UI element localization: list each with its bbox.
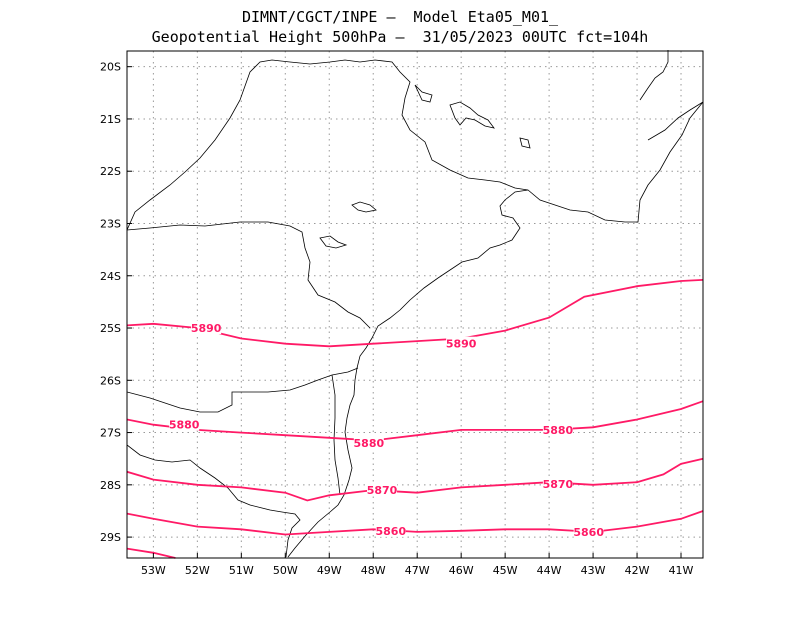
contour-label-bg	[542, 422, 573, 436]
state-border	[126, 367, 359, 413]
map-gridlines	[127, 51, 703, 558]
contour-label-bg	[353, 436, 384, 450]
contour-label: 5890	[191, 322, 222, 335]
contour-label: 5870	[367, 484, 398, 497]
x-tick-label: 44W	[537, 564, 562, 577]
contour-partial	[126, 547, 176, 559]
contour-layer: 5890 5890 5880 5880 5880 5870 5870 5860 5860	[126, 279, 704, 559]
x-tick-label: 51W	[229, 564, 254, 577]
y-tick-label: 25S	[100, 322, 121, 335]
coastline-borders	[126, 50, 704, 558]
contour-5880	[126, 400, 704, 442]
contour-label: 5880	[354, 437, 385, 450]
contour-label-bg	[446, 336, 477, 350]
y-tick-label: 22S	[100, 165, 121, 178]
y-tick-label: 27S	[100, 427, 121, 440]
x-tick-label: 48W	[361, 564, 386, 577]
x-tick-label: 46W	[449, 564, 474, 577]
x-tick-label: 53W	[141, 564, 166, 577]
state-border	[126, 444, 301, 558]
contour-label-bg	[367, 483, 398, 497]
coastline	[287, 101, 704, 558]
y-tick-label: 24S	[100, 270, 121, 283]
lake	[319, 84, 531, 249]
x-tick-label: 41W	[669, 564, 694, 577]
contour-label-bg	[191, 321, 222, 335]
x-tick-label: 50W	[273, 564, 298, 577]
x-tick-label: 42W	[625, 564, 650, 577]
contour-label: 5880	[169, 419, 200, 432]
contour-label-bg	[375, 523, 406, 537]
y-tick-label: 29S	[100, 531, 121, 544]
contour-label-bg	[169, 417, 200, 431]
x-tick-label: 49W	[317, 564, 342, 577]
chart-title-line2: Geopotential Height 500hPa – 31/05/2023 …	[151, 28, 649, 46]
contour-label: 5860	[376, 525, 407, 538]
state-border	[126, 59, 529, 231]
y-axis-ticks: 20S 21S 22S 23S 24S 25S 26S 27S 28S 29S	[100, 61, 132, 544]
y-tick-label: 23S	[100, 217, 121, 230]
x-tick-label: 45W	[493, 564, 518, 577]
x-tick-label: 52W	[185, 564, 210, 577]
state-border	[126, 221, 371, 329]
contour-label-bg	[573, 524, 604, 538]
contour-5860	[126, 510, 704, 536]
x-tick-label: 43W	[581, 564, 606, 577]
state-border	[639, 50, 704, 141]
chart-title-line1: DIMNT/CGCT/INPE – Model Eta05_M01_	[241, 8, 559, 26]
contour-label: 5880	[543, 424, 574, 437]
contour-5870	[126, 457, 704, 502]
y-tick-label: 21S	[100, 113, 121, 126]
contour-5890	[126, 279, 704, 348]
map-frame	[126, 50, 704, 559]
state-border	[331, 374, 341, 496]
y-tick-label: 28S	[100, 479, 121, 492]
contour-label: 5860	[573, 526, 604, 539]
y-tick-label: 20S	[100, 61, 121, 74]
x-axis-ticks: 53W 52W 51W 50W 49W 48W 47W 46W 45W 44W 43W 42W 41W	[141, 553, 694, 577]
y-tick-label: 26S	[100, 374, 121, 387]
contour-label: 5870	[543, 478, 574, 491]
contour-label-bg	[542, 476, 573, 490]
contour-label: 5890	[446, 338, 477, 351]
x-tick-label: 47W	[405, 564, 430, 577]
